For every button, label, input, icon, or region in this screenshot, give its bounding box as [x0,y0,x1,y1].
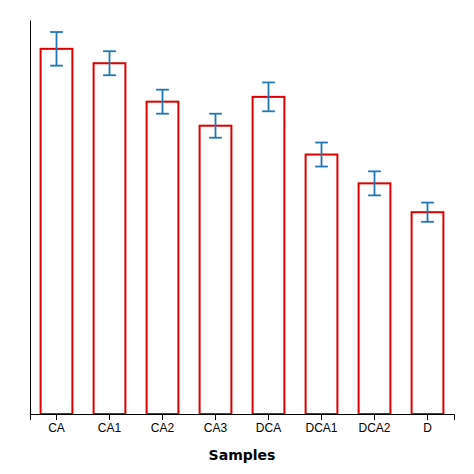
x-tick-mark [162,414,163,420]
error-bar-stem [321,143,323,167]
error-bar [156,90,169,114]
x-tick-mark [56,414,57,420]
x-tick-label: D [423,421,432,435]
error-bar-cap [368,194,381,196]
x-tick: DCA [256,414,281,435]
bar [147,102,179,414]
error-bar-cap [103,74,116,76]
error-bar-stem [56,32,58,66]
y-axis [30,21,31,415]
error-bar-stem [427,203,429,222]
x-tick-label: CA2 [151,421,175,435]
error-bar-stem [162,90,164,114]
error-bar-cap [209,113,222,115]
bar [306,155,338,414]
x-tick-mark [427,414,428,420]
x-tick-mark [268,414,269,420]
error-bar-stem [109,51,111,75]
x-tick: D [423,414,432,435]
error-bar-cap [368,170,381,172]
x-tick: CA3 [204,414,228,435]
bar [200,126,232,414]
error-bar-cap [50,65,63,67]
x-axis-line [31,415,455,421]
error-bar-cap [421,202,434,204]
error-bar [315,143,328,167]
x-tick: CA1 [98,414,122,435]
error-bar-cap [262,110,275,112]
x-tick-label: CA [48,421,65,435]
x-tick-mark [374,414,375,420]
x-tick-mark [215,414,216,420]
error-bar [50,32,63,66]
x-tick: DCA1 [305,414,337,435]
bar [253,97,285,414]
error-bar-cap [209,137,222,139]
x-tick-label: DCA [256,421,281,435]
x-axis: CA CA1 CA2 CA3 DCA DCA1 DCA2 D [31,414,455,435]
x-axis-title: Samples [209,447,276,463]
error-bar [262,82,275,111]
x-tick: CA [48,414,65,435]
error-bar-cap [315,166,328,168]
error-bar-cap [421,221,434,223]
error-bar [368,171,381,195]
bar [41,49,73,414]
error-bar-stem [374,171,376,195]
error-bar-cap [262,82,275,84]
x-tick-mark [321,414,322,420]
error-bar-cap [156,113,169,115]
error-bar-cap [156,89,169,91]
x-tick-label: DCA2 [358,421,390,435]
x-tick-label: CA1 [98,421,122,435]
error-bar-cap [50,31,63,33]
error-bar [103,51,116,75]
error-bar-stem [215,114,217,138]
chart: CA CA1 CA2 CA3 DCA DCA1 DCA2 D Samples [0,0,474,474]
error-bar-cap [315,142,328,144]
marks [41,32,444,414]
bar [94,63,126,414]
x-tick-label: DCA1 [305,421,337,435]
bar [412,212,444,414]
x-tick: DCA2 [358,414,390,435]
y-axis-line [30,21,31,415]
x-tick: CA2 [151,414,175,435]
error-bar [209,114,222,138]
x-tick-label: CA3 [204,421,228,435]
plot: CA CA1 CA2 CA3 DCA DCA1 DCA2 D [31,21,455,435]
error-bar-cap [103,50,116,52]
x-tick-mark [109,414,110,420]
error-bar [421,203,434,222]
bar [359,183,391,414]
error-bar-stem [268,82,270,111]
